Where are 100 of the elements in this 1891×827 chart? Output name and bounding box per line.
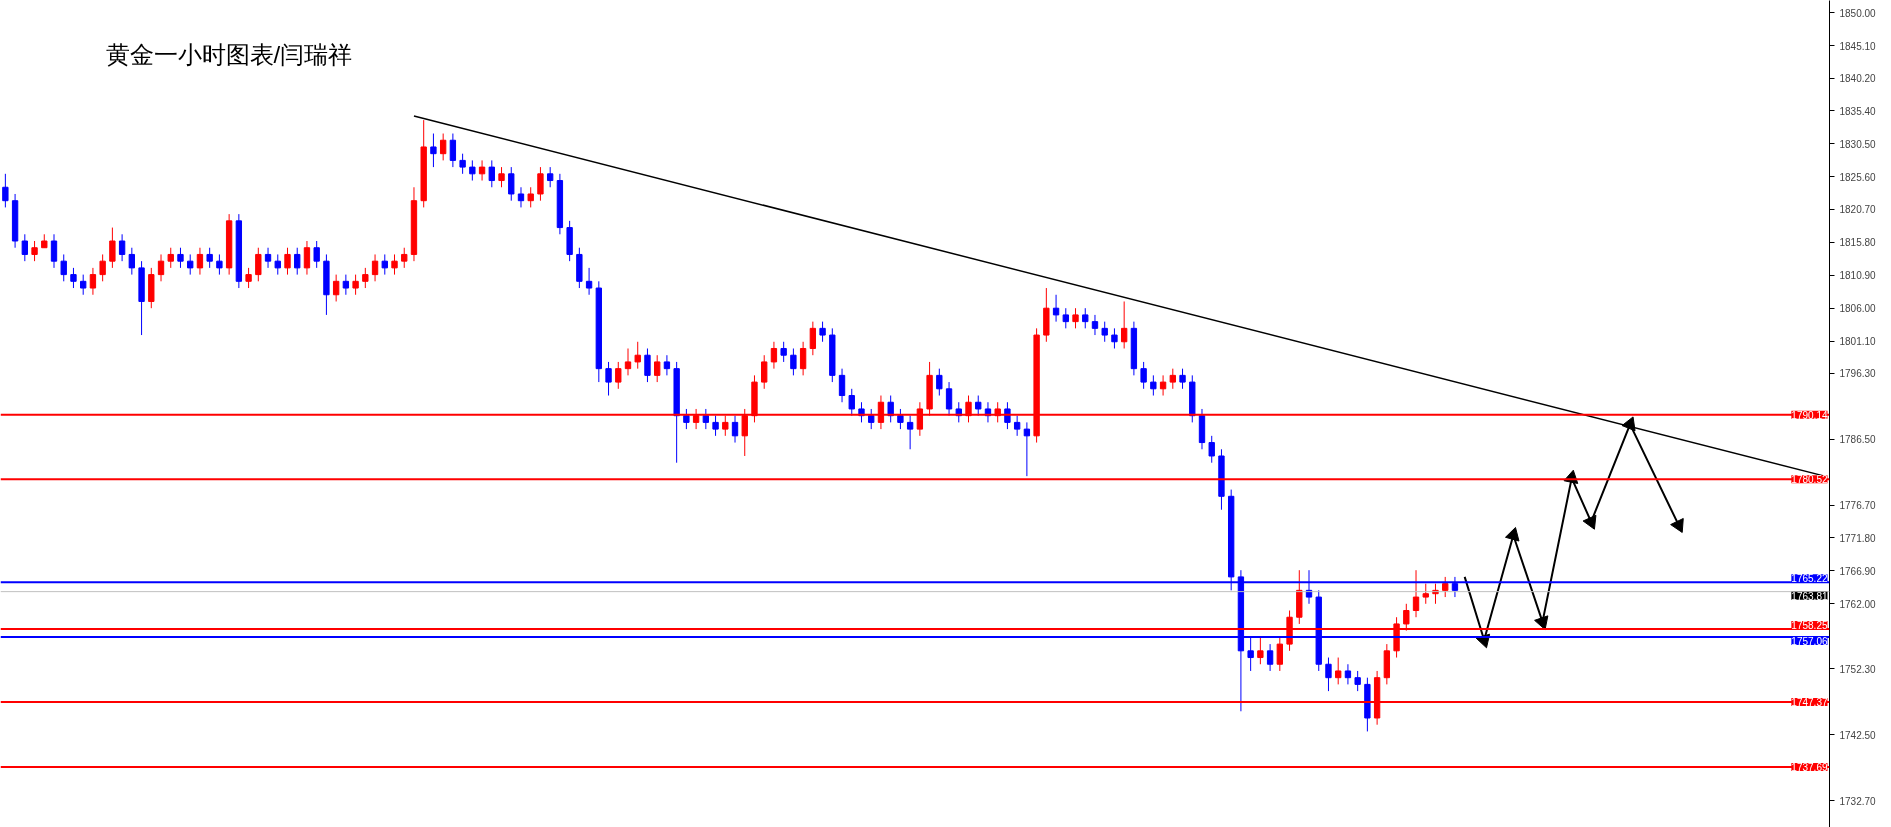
candlestick — [1150, 374, 1157, 397]
candlestick — [264, 247, 272, 269]
candlestick — [469, 159, 476, 182]
y-tick-label: 1810.90 — [1839, 270, 1877, 282]
candlestick — [848, 388, 855, 417]
candlestick — [1442, 576, 1449, 598]
candlestick — [118, 233, 126, 262]
ref-line-label: 1737.69 — [1791, 762, 1828, 774]
candlestick — [60, 253, 67, 282]
candlestick — [362, 267, 369, 289]
candlestick — [770, 341, 778, 370]
candlestick — [1120, 300, 1128, 349]
candlestick — [196, 247, 204, 276]
candlestick — [31, 240, 38, 262]
candlestick — [459, 153, 466, 175]
candlestick — [99, 253, 106, 282]
candlestick — [294, 247, 301, 276]
candlestick — [1325, 657, 1332, 692]
y-tick-label: 1835.40 — [1839, 105, 1877, 117]
y-tick-label: 1766.90 — [1839, 565, 1877, 577]
candlestick — [391, 253, 398, 276]
candlestick — [50, 233, 58, 269]
candlestick — [70, 267, 77, 289]
candlestick — [216, 253, 223, 276]
candlestick — [381, 253, 388, 276]
candlestick — [21, 233, 28, 262]
y-tick-label: 1845.10 — [1839, 40, 1877, 52]
candlestick — [1257, 636, 1264, 665]
y-tick-label: 1806.00 — [1839, 303, 1877, 315]
candlestick — [663, 354, 671, 376]
candlestick — [274, 253, 281, 276]
ref-line-label: 1758.25 — [1791, 619, 1828, 631]
candlestick — [1140, 361, 1147, 390]
y-tick-label: 1820.70 — [1839, 204, 1877, 216]
candlestick — [2, 173, 9, 208]
y-tick-label: 1840.20 — [1839, 73, 1877, 85]
point — [1504, 526, 1520, 542]
candlestick — [187, 253, 194, 276]
candlestick — [1082, 307, 1089, 329]
y-tick-label: 1796.30 — [1839, 368, 1877, 380]
candlestick — [1101, 321, 1108, 343]
point — [1621, 416, 1636, 432]
candlestick — [1179, 368, 1186, 390]
candlestick — [1354, 670, 1361, 692]
candlestick — [1335, 657, 1342, 685]
candlestick — [80, 274, 87, 296]
candlestick — [89, 267, 97, 296]
y-tick-label: 1776.70 — [1839, 500, 1877, 512]
candlestick — [547, 166, 554, 188]
candlestick — [498, 166, 505, 188]
candlestick — [1091, 314, 1099, 336]
candlestick — [1169, 368, 1176, 390]
y-tick-label: 1801.10 — [1839, 336, 1877, 348]
y-tick-label: 1850.00 — [1839, 7, 1877, 19]
candlestick — [780, 341, 787, 363]
candlestick — [819, 321, 826, 343]
candlestick — [644, 348, 651, 383]
candlestick — [478, 159, 486, 182]
candlestick — [945, 381, 953, 417]
ref-line-label: 1765.22 — [1791, 573, 1828, 585]
candlestick — [284, 247, 291, 276]
y-tick-label: 1752.30 — [1839, 663, 1877, 675]
candlestick — [585, 267, 593, 296]
candlestick — [799, 341, 807, 376]
y-tick-label: 1762.00 — [1839, 598, 1877, 610]
candlestick — [615, 361, 622, 390]
candlestick — [897, 408, 904, 430]
candlestick — [1159, 374, 1167, 397]
candlestick — [654, 354, 661, 383]
candlestick — [352, 274, 359, 296]
candlestick — [371, 253, 379, 282]
point — [1582, 514, 1597, 530]
candlestick — [537, 166, 544, 202]
candlestick — [342, 274, 350, 296]
candlestick — [712, 415, 719, 437]
candlestick — [936, 368, 943, 397]
candlestick — [401, 247, 408, 269]
candlestick — [809, 321, 817, 356]
candlestick — [128, 247, 136, 276]
candlestick — [313, 240, 320, 269]
candlestick — [1072, 307, 1079, 329]
candlestick — [439, 133, 447, 161]
text: 黄金一小时图表/闫瑞祥 — [105, 40, 353, 68]
candlestick — [1208, 435, 1215, 464]
ref-line-label: 1747.37 — [1791, 697, 1828, 709]
candlestick — [303, 240, 311, 276]
candlestick — [488, 159, 495, 188]
point — [1534, 615, 1549, 631]
candlestick — [634, 341, 641, 370]
candlestick — [167, 247, 174, 269]
candlestick — [1111, 327, 1118, 349]
y-tick-label: 1742.50 — [1839, 729, 1877, 741]
candlestick — [245, 267, 252, 289]
candlestick — [868, 408, 875, 430]
candlestick — [255, 247, 262, 282]
ref-line-label: 1763.81 — [1791, 590, 1828, 602]
candlestick — [527, 186, 534, 208]
candlestick — [1412, 569, 1420, 618]
candlestick — [206, 247, 213, 269]
candlestick — [1013, 415, 1021, 437]
